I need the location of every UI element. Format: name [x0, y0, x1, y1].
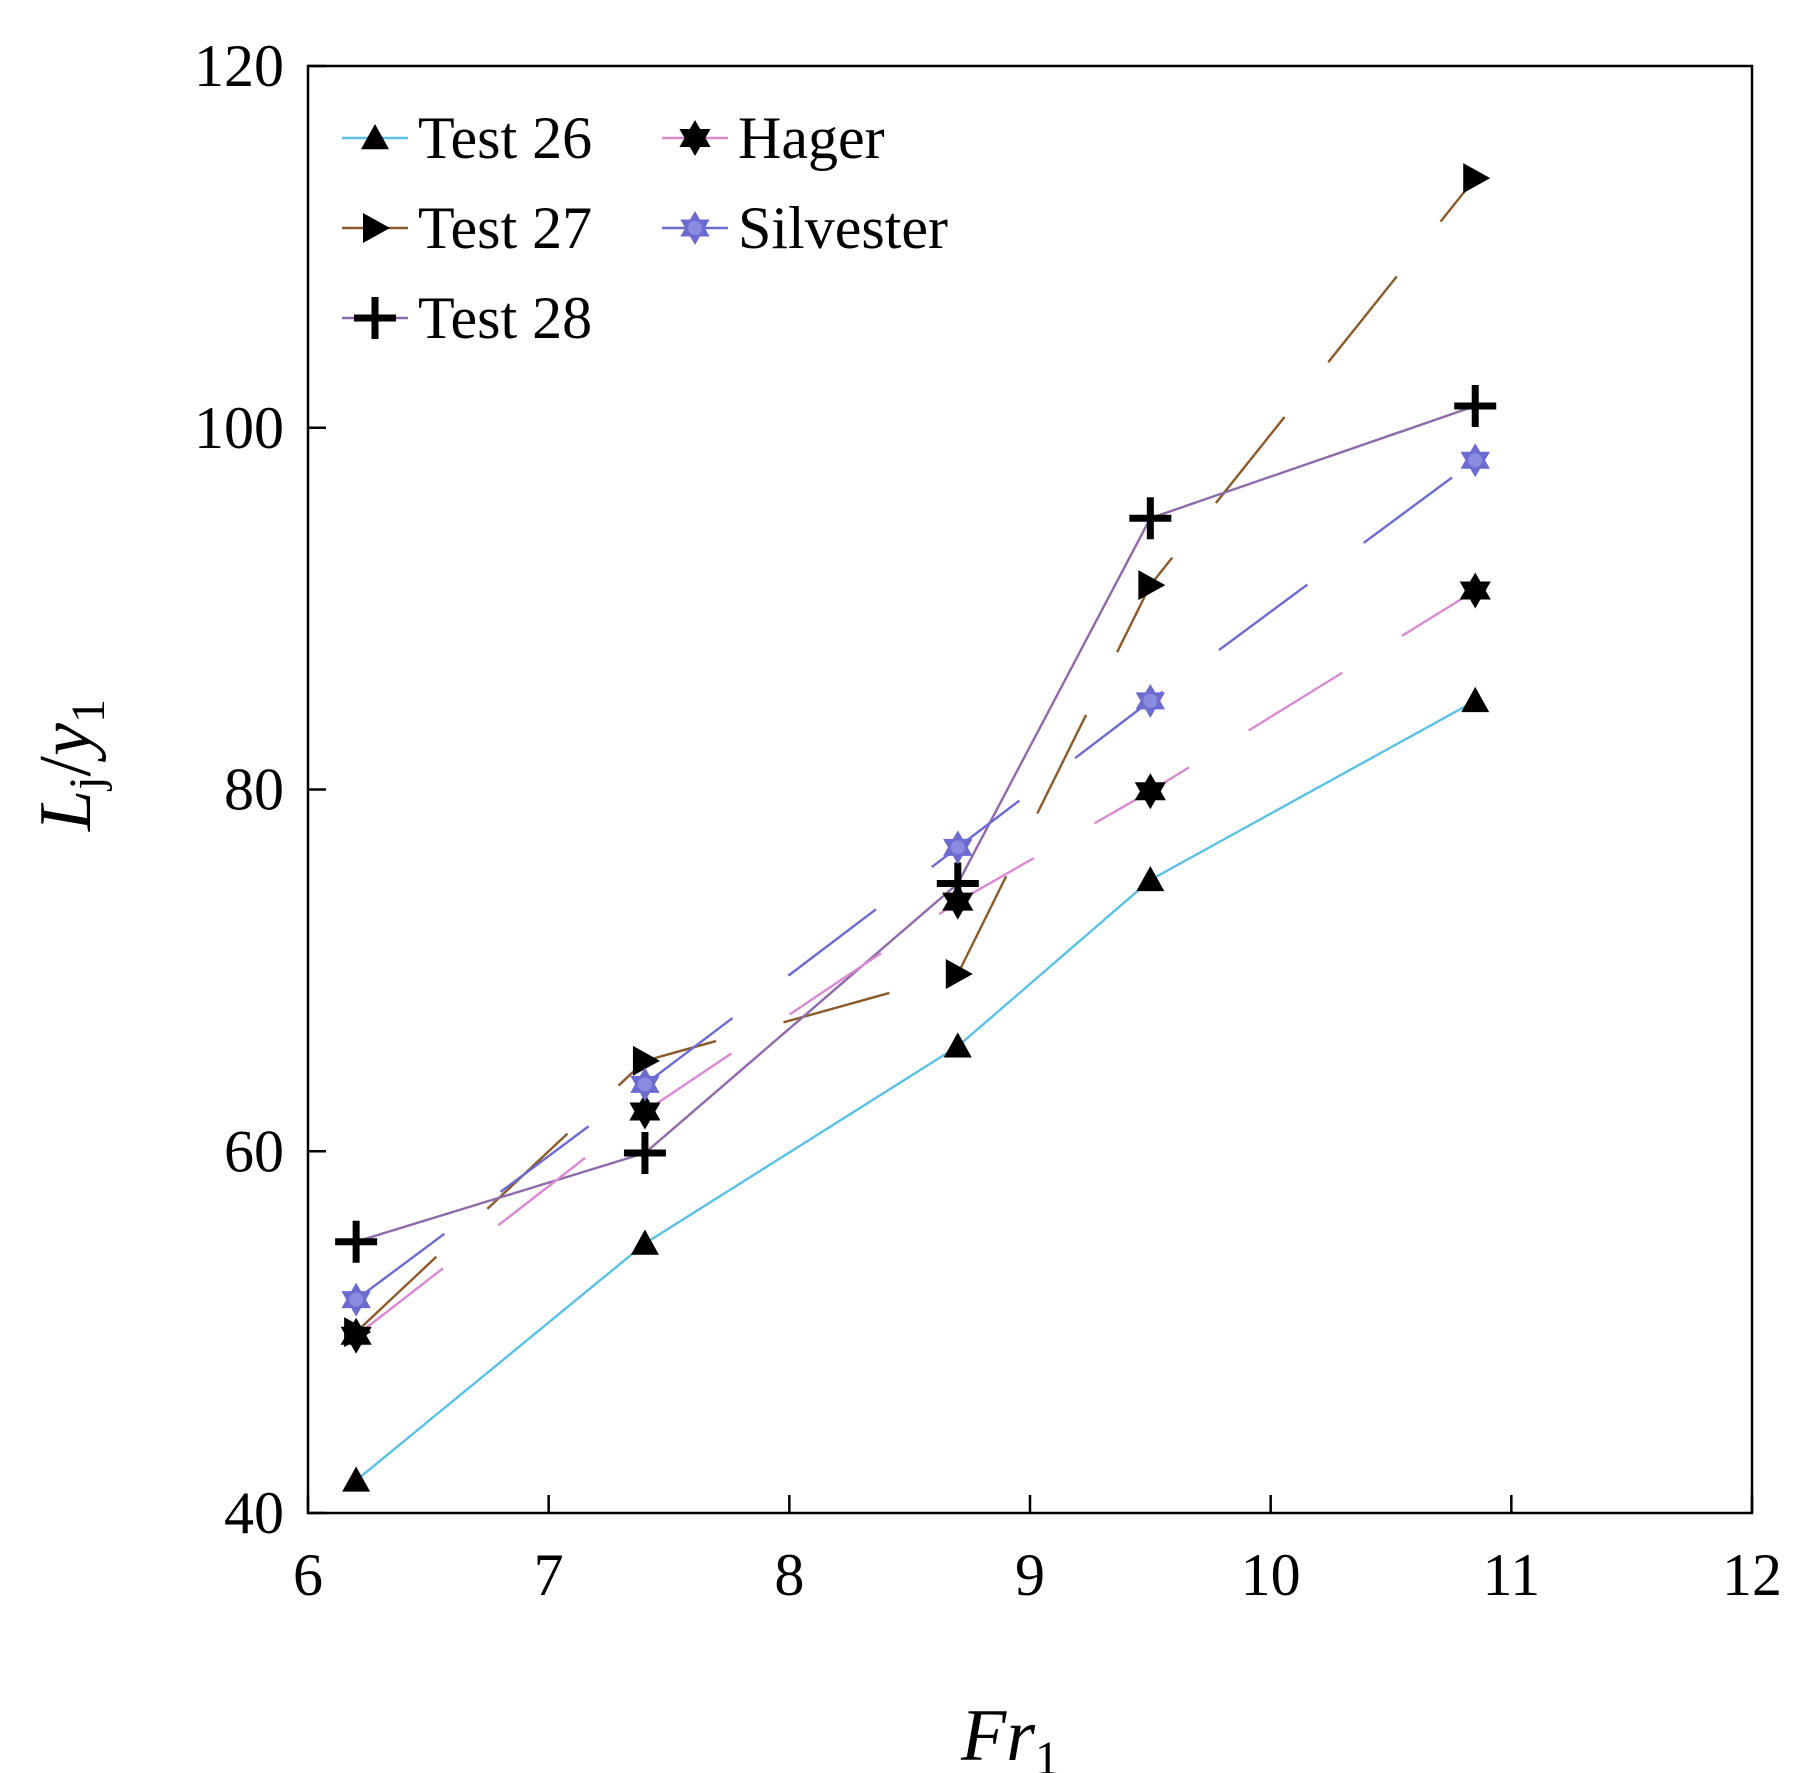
y-tick-label-2: 80	[224, 757, 284, 823]
series-4-point-3	[1135, 683, 1166, 718]
y-tick-label-4: 120	[194, 33, 284, 99]
series-0-point-1	[630, 1229, 659, 1255]
legend-label-2: Test 28	[418, 285, 592, 351]
x-axis-title: Fr1	[960, 1695, 1059, 1773]
series-layer	[335, 163, 1497, 1492]
series-1-point-2	[945, 958, 973, 989]
legend-label-0: Test 26	[418, 105, 592, 171]
x-tick-label-0: 6	[293, 1542, 323, 1608]
legend-label-4: Silvester	[738, 195, 948, 261]
legend-label-1: Test 27	[418, 195, 592, 261]
series-3-point-2	[942, 883, 974, 920]
series-0-point-2	[943, 1032, 972, 1058]
series-2-point-1	[623, 1132, 666, 1175]
y-tick-label-1: 60	[224, 1118, 284, 1184]
series-4-point-0	[341, 1282, 371, 1317]
series-2-point-3	[1129, 497, 1172, 540]
series-2-point-0	[335, 1220, 378, 1263]
legend-entry-1: Test 27	[342, 195, 592, 261]
legend-marker-3	[679, 119, 711, 157]
x-tick-label-6: 12	[1722, 1542, 1782, 1608]
series-1-point-4	[1463, 163, 1491, 194]
axes-layer: 6 7 8 9 10 11 12 40 60 80 100 120	[194, 33, 1782, 1608]
x-tick-label-4: 10	[1241, 1542, 1301, 1608]
series-2-point-4	[1454, 385, 1497, 428]
series-0-point-3	[1136, 865, 1165, 892]
x-tick-label-3: 9	[1015, 1542, 1045, 1608]
legend-label-3: Hager	[738, 105, 885, 171]
y-axis-title-mid: j	[60, 776, 113, 791]
x-tick-label-2: 8	[774, 1542, 804, 1608]
legend-entry-4: Silvester	[662, 195, 948, 261]
legend-marker-2	[354, 297, 396, 339]
y-axis-title-main: L	[25, 790, 107, 832]
series-4-point-2	[943, 830, 973, 865]
y-axis-title-tail: y	[25, 723, 107, 763]
series-3-point-0	[340, 1317, 372, 1354]
legend: Test 26 Test 27 Test 28 Hager Silvester	[342, 105, 948, 351]
legend-marker-0	[361, 124, 389, 150]
y-axis-title-slash: /	[25, 755, 107, 776]
series-0-point-4	[1461, 686, 1490, 713]
series-1-point-3	[1138, 570, 1166, 601]
y-tick-label-0: 40	[224, 1480, 284, 1546]
x-tick-label-1: 7	[534, 1542, 564, 1608]
legend-entry-0: Test 26	[342, 105, 592, 171]
series-4-point-1	[630, 1067, 660, 1102]
series-4-point-4	[1460, 443, 1490, 478]
legend-marker-4	[680, 211, 710, 245]
legend-entry-3: Hager	[662, 105, 885, 171]
x-tick-label-5: 11	[1482, 1542, 1540, 1608]
series-0-point-0	[342, 1466, 371, 1492]
series-3-point-4	[1459, 572, 1491, 609]
y-axis-title-sub: 1	[62, 699, 115, 723]
legend-entry-2: Test 28	[342, 285, 592, 351]
series-1-point-1	[632, 1045, 660, 1076]
x-axis-title-main: Fr	[960, 1695, 1036, 1773]
legend-marker-1	[363, 213, 390, 243]
y-axis-title: Lj/y1	[25, 699, 115, 832]
series-3-point-3	[1134, 773, 1166, 810]
series-3-point-1	[629, 1093, 661, 1130]
x-axis-title-sub: 1	[1035, 1732, 1059, 1773]
y-tick-label-3: 100	[194, 395, 284, 461]
